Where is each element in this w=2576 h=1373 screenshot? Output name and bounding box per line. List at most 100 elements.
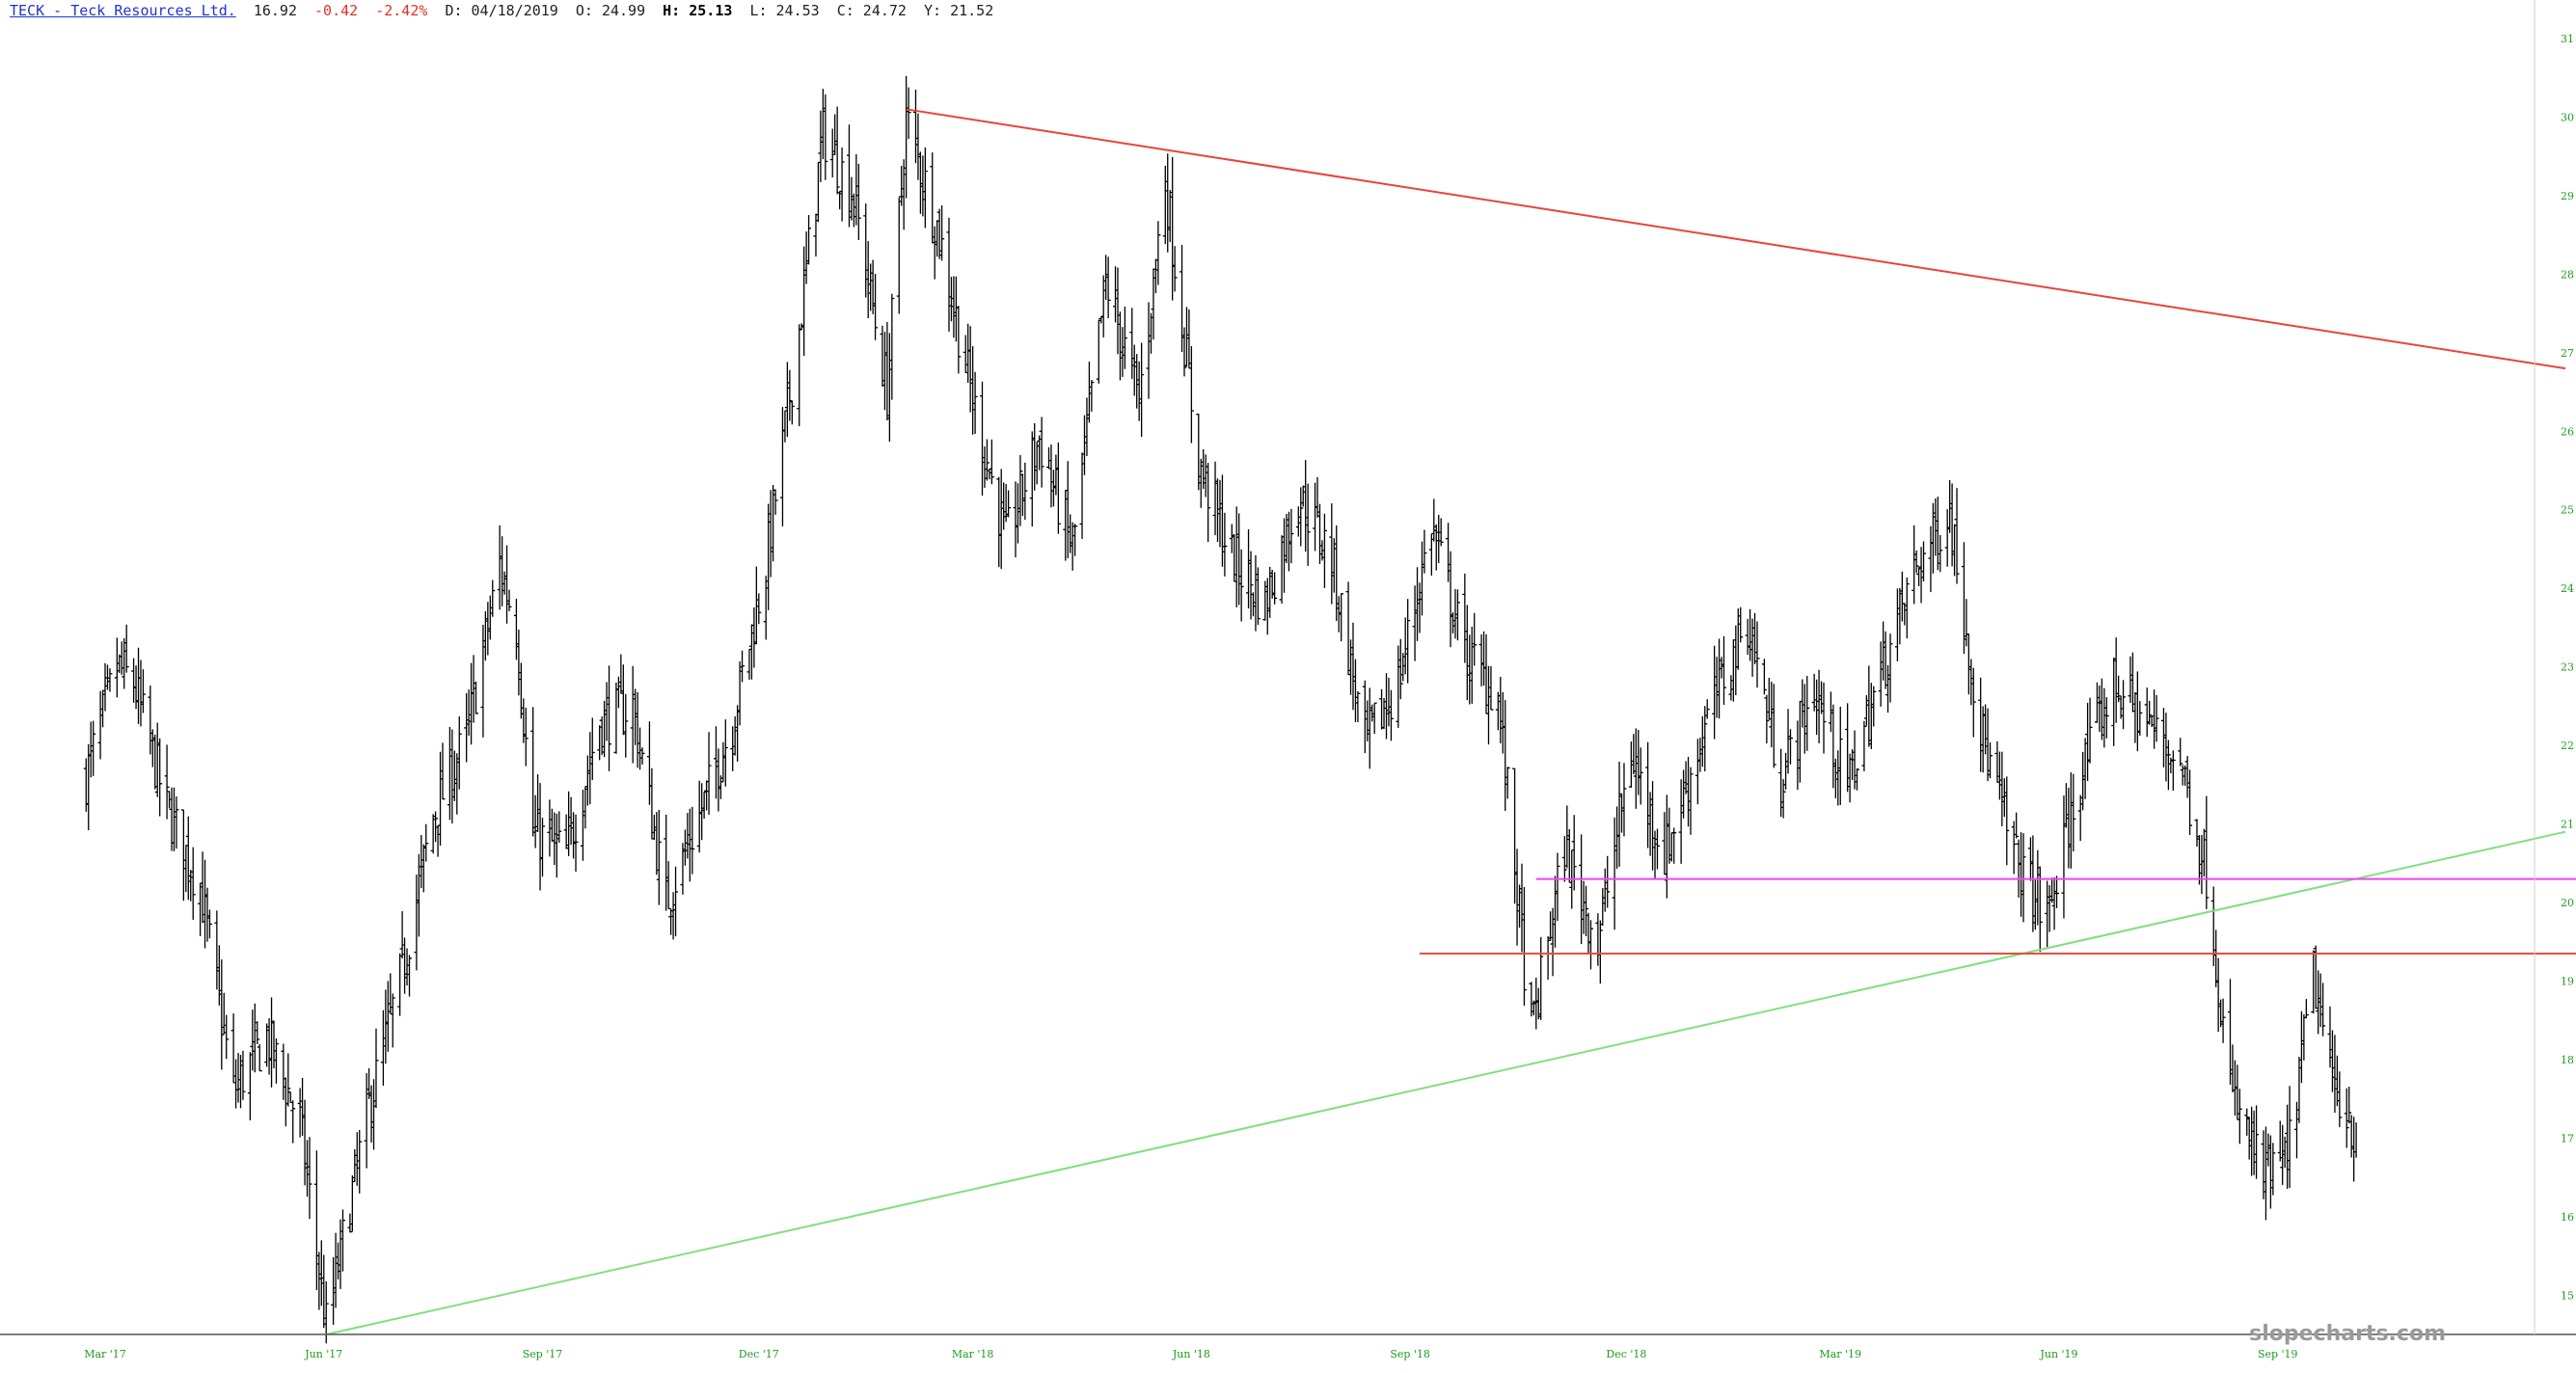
ohlc-bar <box>2054 875 2060 908</box>
ohlc-bar <box>238 1055 244 1109</box>
ohlc-bar <box>587 732 593 805</box>
ohlc-bar <box>1616 762 1622 867</box>
ohlc-bar <box>1229 524 1234 553</box>
ohlc-bar <box>1451 611 1456 633</box>
ohlc-bar <box>1631 734 1637 774</box>
ohlc-bar <box>2027 837 2033 881</box>
ohlc-bar <box>1695 739 1700 805</box>
ohlc-bar <box>502 571 507 595</box>
symbol-link[interactable]: TECK - Teck Resources Ltd. <box>10 2 236 19</box>
ohlc-bar <box>1431 498 1437 542</box>
ohlc-bar <box>782 410 788 443</box>
ohlc-bar <box>1602 868 1608 912</box>
ohlc-bar <box>2101 687 2107 748</box>
y-tick-label: 22 <box>2561 740 2574 752</box>
ohlc-bar <box>1122 306 1127 369</box>
ohlc-bar <box>1828 691 1833 733</box>
high-value: 25.13 <box>689 2 733 19</box>
ohlc-bar <box>2280 1124 2286 1185</box>
ohlc-bar <box>1152 258 1158 294</box>
y-tick-label: 23 <box>2561 661 2574 674</box>
ohlc-bar <box>1405 599 1411 684</box>
ohlc-bar <box>1566 828 1572 883</box>
ohlc-bar <box>1795 720 1801 791</box>
ohlc-bar <box>114 637 120 698</box>
ohlc-bar <box>219 959 225 1070</box>
ohlc-bar <box>1034 442 1040 485</box>
ohlc-bar <box>1217 479 1223 548</box>
ohlc-bar <box>2267 1135 2273 1209</box>
close-price: C: 24.72 <box>836 2 907 19</box>
support-trendline[interactable] <box>326 830 2566 1335</box>
ohlc-bar <box>1645 741 1651 848</box>
ohlc-bar <box>138 660 144 727</box>
ohlc-bar <box>2263 1126 2268 1221</box>
ohlc-bar <box>1802 684 1807 754</box>
ohlc-bar <box>649 767 655 840</box>
ohlc-bar <box>1467 634 1473 705</box>
ohlc-bar <box>1331 538 1337 593</box>
ohlc-bar <box>2099 678 2104 740</box>
ohlc-bar <box>1714 657 1720 718</box>
ohlc-bar <box>982 446 988 488</box>
price-change: -0.42 <box>314 2 359 19</box>
ohlc-bar <box>1804 676 1810 751</box>
ohlc-bar <box>321 1254 327 1329</box>
ohlc-bar <box>397 953 403 1016</box>
ohlc-bar <box>1878 641 1884 707</box>
ohlc-bar <box>331 1256 337 1325</box>
ohlc-bar <box>884 321 890 420</box>
ohlc-bar <box>385 981 391 1052</box>
ohlc-bar <box>1334 525 1340 621</box>
ohlc-bar <box>668 908 674 935</box>
ohlc-bar <box>1495 691 1501 731</box>
ohlc-bar <box>2313 945 2318 1010</box>
ohlc-bar <box>1464 605 1470 701</box>
ohlc-bar <box>1488 665 1494 711</box>
ohlc-bar <box>1397 638 1403 700</box>
ohlc-bar <box>1365 700 1370 741</box>
ohlc-bar <box>2348 1115 2354 1158</box>
ohlc-bar <box>1788 729 1794 765</box>
ohlc-bar <box>537 783 543 891</box>
ohlc-bar <box>266 1018 272 1075</box>
ohlc-bar <box>1647 792 1653 856</box>
ohlc-bar <box>500 536 505 606</box>
ohlc-bar <box>583 786 588 829</box>
ohlc-bar <box>1472 612 1478 666</box>
x-axis-ticks: Mar '17 Jun '17 Sep '17 Dec '17 Mar '18 Jun '… <box>84 1348 2297 1360</box>
ohlc-bar <box>599 716 605 756</box>
ohlc-bar <box>1313 482 1318 552</box>
ohlc-bar <box>1438 518 1444 547</box>
ohlc-bar <box>771 484 776 562</box>
ohlc-bar <box>521 698 527 743</box>
ohlc-bar <box>970 345 976 435</box>
ohlc-bar <box>390 993 395 1048</box>
ohlc-bar <box>2111 658 2117 746</box>
ohlc-bar <box>2014 812 2020 839</box>
ohlc-bar <box>1584 885 1589 936</box>
ohlc-bars <box>83 75 2357 1344</box>
ohlc-bar <box>1305 483 1311 566</box>
ohlc-bar <box>573 814 579 873</box>
ohlc-bar <box>716 748 721 812</box>
ohlc-bar <box>2194 819 2200 847</box>
x-tick-label: Dec '17 <box>739 1348 779 1360</box>
ohlc-bar <box>2160 708 2166 767</box>
ohlc-bar <box>1017 454 1023 526</box>
resistance-trendline[interactable] <box>906 108 2566 370</box>
ohlc-bar <box>2097 685 2102 733</box>
ohlc-bar <box>1415 567 1421 641</box>
ohlc-bar <box>1933 498 1939 556</box>
ohlc-bar <box>2246 1117 2252 1160</box>
ohlc-bar <box>1096 319 1101 384</box>
ohlc-bar <box>497 525 502 610</box>
ohlc-bar <box>996 476 1002 568</box>
ohlc-bar <box>1129 308 1135 380</box>
low-price: L: 24.53 <box>749 2 820 19</box>
ohlc-bar <box>1170 156 1176 301</box>
ohlc-bar <box>506 589 512 611</box>
ohlc-bar <box>404 948 410 986</box>
ohlc-bar <box>2082 738 2088 799</box>
